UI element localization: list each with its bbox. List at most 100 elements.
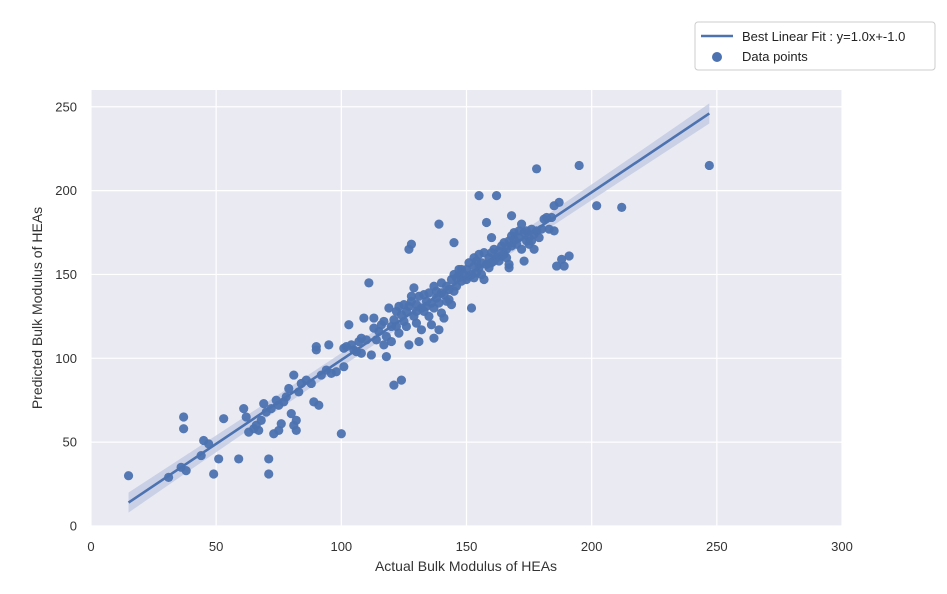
data-point: [219, 414, 229, 424]
data-point: [179, 412, 189, 422]
data-point: [516, 244, 527, 254]
data-point: [439, 313, 449, 323]
data-point: [504, 263, 514, 273]
data-point: [369, 313, 379, 323]
data-point: [123, 471, 134, 481]
data-point: [479, 274, 489, 285]
data-point: [704, 160, 714, 171]
data-point: [414, 336, 424, 347]
y-tick-label: 50: [63, 435, 77, 450]
x-axis-label: Actual Bulk Modulus of HEAs: [375, 558, 557, 574]
data-point: [364, 278, 374, 288]
data-point: [256, 415, 266, 425]
data-point: [564, 251, 574, 261]
data-point: [284, 383, 294, 394]
data-point: [559, 261, 569, 271]
x-tick-labels: 0 50 100 150 200 250 300: [87, 539, 852, 554]
legend-points-swatch: [712, 52, 722, 62]
fit-line-group: [127, 112, 711, 504]
data-point: [336, 429, 346, 439]
data-point: [331, 367, 341, 377]
data-point: [291, 425, 301, 436]
data-point: [506, 211, 517, 221]
y-tick-label: 150: [55, 267, 77, 282]
x-tick-label: 200: [581, 539, 603, 554]
data-point: [474, 191, 484, 201]
data-point: [339, 362, 349, 372]
data-point: [384, 303, 394, 313]
data-point: [529, 244, 539, 254]
data-point: [429, 333, 439, 343]
data-point: [179, 424, 189, 434]
data-point: [239, 404, 249, 414]
data-point: [449, 238, 459, 248]
data-point: [491, 191, 502, 201]
x-tick-label: 300: [831, 539, 853, 554]
data-point: [241, 412, 251, 422]
data-point: [426, 320, 437, 330]
legend-frame: [694, 21, 936, 71]
y-tick-labels: 0 50 100 150 200 250: [55, 99, 77, 533]
data-point: [486, 232, 497, 243]
data-point: [516, 219, 527, 229]
data-point: [411, 318, 422, 328]
y-tick-label: 250: [55, 99, 77, 114]
legend-fit-label: Best Linear Fit : y=1.0x+-1.0: [742, 29, 905, 44]
data-point: [424, 311, 434, 321]
data-point: [424, 288, 434, 298]
data-point: [344, 320, 354, 330]
x-tick-label: 100: [330, 539, 352, 554]
y-tick-label: 0: [70, 519, 77, 534]
legend-points-label: Data points: [742, 49, 808, 64]
data-point: [359, 313, 369, 323]
legend: Best Linear Fit : y=1.0x+-1.0 Data point…: [694, 21, 936, 71]
data-point: [404, 340, 414, 350]
data-point: [356, 348, 366, 358]
data-point: [401, 321, 412, 332]
data-point: [409, 283, 419, 293]
data-point: [531, 164, 542, 174]
x-tick-label: 0: [87, 539, 94, 554]
data-point: [286, 409, 296, 419]
data-point: [394, 328, 404, 338]
data-point: [311, 341, 321, 352]
data-point: [434, 219, 444, 229]
x-tick-label: 150: [456, 539, 478, 554]
x-tick-label: 250: [706, 539, 728, 554]
y-tick-label: 100: [55, 351, 77, 366]
data-point: [181, 466, 191, 476]
data-point: [264, 469, 274, 479]
data-point: [276, 419, 286, 429]
data-point: [549, 226, 559, 236]
data-point: [209, 469, 219, 479]
data-point: [434, 325, 444, 335]
data-point: [234, 454, 244, 464]
data-point: [314, 400, 324, 410]
data-point: [534, 232, 544, 243]
data-point: [254, 425, 264, 436]
data-point: [366, 350, 376, 360]
data-point: [466, 303, 477, 313]
data-point: [289, 370, 299, 380]
data-point: [291, 415, 301, 425]
y-tick-label: 200: [55, 183, 77, 198]
data-point: [406, 291, 417, 301]
data-point: [617, 202, 627, 212]
x-tick-label: 50: [209, 539, 223, 554]
data-point: [434, 298, 444, 308]
data-point: [406, 239, 417, 249]
data-point: [386, 336, 396, 347]
data-point: [416, 325, 427, 335]
data-point: [381, 352, 391, 362]
y-axis-label: Predicted Bulk Modulus of HEAs: [29, 207, 45, 409]
data-point: [259, 398, 269, 409]
data-point: [214, 454, 224, 464]
data-point: [379, 340, 389, 350]
data-point: [389, 380, 399, 390]
data-point: [379, 316, 389, 327]
data-point: [481, 217, 492, 228]
data-point: [264, 454, 274, 464]
fit-line: [127, 112, 711, 504]
data-point: [446, 300, 457, 310]
